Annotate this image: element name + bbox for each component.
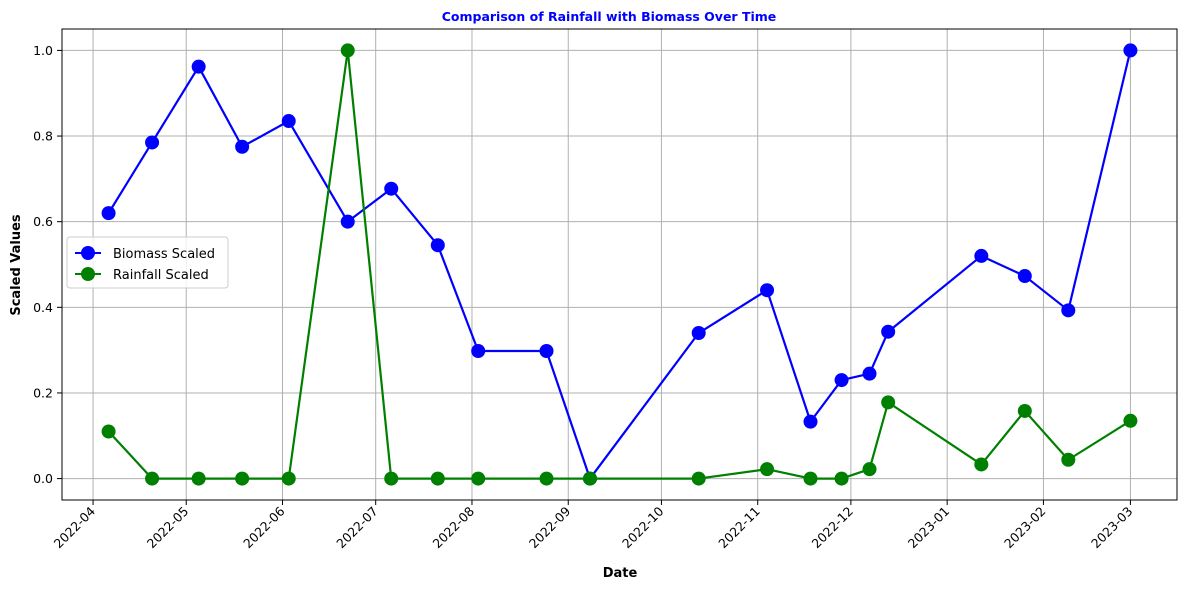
data-point-rainfall bbox=[281, 471, 296, 486]
data-point-rainfall bbox=[471, 471, 486, 486]
legend-label-biomass: Biomass Scaled bbox=[113, 247, 215, 262]
data-point-biomass bbox=[691, 326, 706, 341]
series-line-rainfall bbox=[107, 49, 1131, 480]
data-point-biomass bbox=[281, 114, 296, 129]
series-lines bbox=[101, 43, 1138, 486]
y-axis-label: Scaled Values bbox=[9, 214, 24, 316]
data-point-biomass bbox=[760, 283, 775, 298]
legend-box bbox=[66, 236, 229, 289]
y-tick-label: 1.0 bbox=[33, 43, 53, 58]
y-tick-label: 0.0 bbox=[33, 471, 53, 486]
data-point-rainfall bbox=[384, 471, 399, 486]
data-point-rainfall bbox=[1061, 452, 1076, 467]
data-point-rainfall bbox=[862, 462, 877, 477]
data-point-rainfall bbox=[340, 43, 355, 58]
x-axis-label: Date bbox=[603, 566, 638, 581]
data-point-biomass bbox=[235, 139, 250, 154]
y-axis-ticks: 0.0 0.2 0.4 0.6 0.8 1.0 bbox=[33, 43, 62, 486]
data-point-biomass bbox=[1061, 303, 1076, 318]
series-biomass bbox=[101, 43, 1138, 486]
data-point-biomass bbox=[384, 181, 399, 196]
chart-title: Comparison of Rainfall with Biomass Over… bbox=[442, 9, 777, 24]
data-point-biomass bbox=[191, 59, 206, 74]
legend-item-biomass: Biomass Scaled bbox=[75, 246, 215, 262]
data-point-rainfall bbox=[691, 471, 706, 486]
data-point-rainfall bbox=[145, 471, 160, 486]
data-point-rainfall bbox=[881, 395, 896, 410]
data-point-rainfall bbox=[191, 471, 206, 486]
x-tick-label: 2022-05 bbox=[144, 504, 192, 552]
data-point-rainfall bbox=[834, 471, 849, 486]
data-point-rainfall bbox=[1123, 413, 1138, 428]
x-tick-label: 2022-10 bbox=[619, 503, 667, 551]
data-point-rainfall bbox=[430, 471, 445, 486]
plot-frame bbox=[61, 28, 1178, 501]
data-point-biomass bbox=[834, 373, 849, 388]
x-tick-label: 2022-08 bbox=[430, 503, 478, 551]
data-point-biomass bbox=[340, 214, 355, 229]
data-point-rainfall bbox=[539, 471, 554, 486]
x-tick-label: 2022-07 bbox=[333, 504, 381, 552]
data-point-biomass bbox=[1123, 43, 1138, 58]
data-point-biomass bbox=[145, 135, 160, 150]
x-axis-ticks: 2022-04 2022-05 2022-06 2022-07 2022-08 2022-… bbox=[51, 500, 1136, 551]
data-point-biomass bbox=[101, 206, 116, 221]
legend: Biomass Scaled Rainfall Scaled bbox=[66, 236, 229, 289]
legend-label-rainfall: Rainfall Scaled bbox=[113, 268, 209, 283]
legend-item-rainfall: Rainfall Scaled bbox=[75, 267, 209, 283]
data-point-rainfall bbox=[760, 462, 775, 477]
x-tick-label: 2022-09 bbox=[526, 503, 574, 551]
data-point-biomass bbox=[430, 238, 445, 253]
data-point-rainfall bbox=[974, 457, 989, 472]
data-point-biomass bbox=[1017, 269, 1032, 284]
y-tick-label: 0.2 bbox=[33, 385, 53, 400]
x-tick-label: 2022-06 bbox=[240, 503, 288, 551]
data-point-biomass bbox=[974, 248, 989, 263]
x-tick-label: 2023-03 bbox=[1088, 504, 1136, 552]
legend-marker-rainfall bbox=[81, 267, 95, 281]
data-point-biomass bbox=[862, 366, 877, 381]
x-tick-label: 2022-12 bbox=[808, 504, 856, 552]
data-point-rainfall bbox=[582, 471, 597, 486]
data-point-rainfall bbox=[803, 471, 818, 486]
data-point-biomass bbox=[471, 343, 486, 358]
x-tick-label: 2023-02 bbox=[1001, 504, 1049, 552]
x-tick-label: 2023-01 bbox=[905, 504, 953, 552]
data-point-rainfall bbox=[101, 424, 116, 439]
legend-marker-biomass bbox=[81, 246, 95, 260]
data-point-biomass bbox=[803, 414, 818, 429]
x-tick-label: 2022-11 bbox=[715, 504, 763, 552]
data-point-rainfall bbox=[1017, 403, 1032, 418]
data-point-biomass bbox=[881, 324, 896, 339]
x-tick-label: 2022-04 bbox=[51, 503, 99, 551]
y-tick-label: 0.8 bbox=[33, 129, 53, 144]
data-point-biomass bbox=[539, 343, 554, 358]
y-tick-label: 0.4 bbox=[33, 300, 53, 315]
y-tick-label: 0.6 bbox=[33, 214, 53, 229]
series-rainfall bbox=[101, 43, 1138, 486]
data-point-rainfall bbox=[235, 471, 250, 486]
series-line-biomass bbox=[107, 50, 1132, 480]
